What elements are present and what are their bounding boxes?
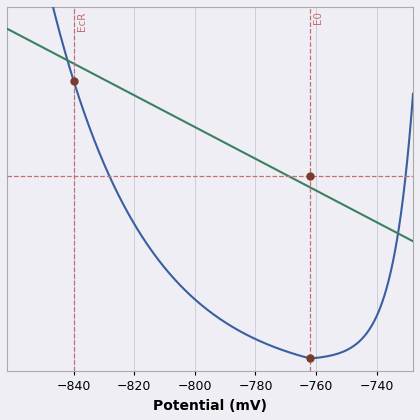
- Text: E0: E0: [313, 11, 323, 24]
- Text: EcR: EcR: [77, 11, 87, 31]
- X-axis label: Potential (mV): Potential (mV): [153, 399, 267, 413]
